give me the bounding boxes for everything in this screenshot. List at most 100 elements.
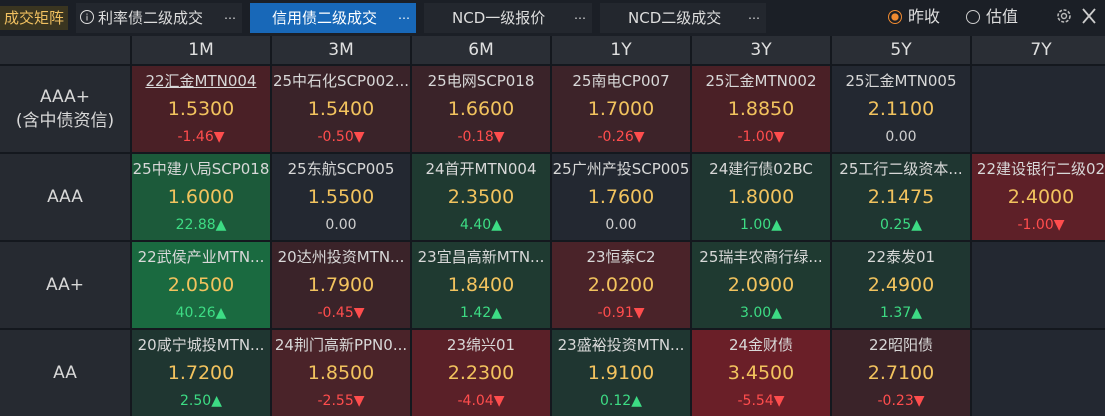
tab[interactable]: NCD二级成交 ⋯ bbox=[600, 3, 766, 33]
change: 1.37▲ bbox=[880, 305, 922, 321]
change: 0.12▲ bbox=[600, 393, 642, 409]
toolbar: 成交矩阵 利率债二级成交 ⋯ 信用债二级成交 ⋯ NCD一级报价 ⋯ NCD二级成交 ⋯ ¡ 昨收… bbox=[0, 0, 1105, 36]
bond-name-text[interactable]: 25东航SCP005 bbox=[287, 160, 395, 178]
tab[interactable]: NCD一级报价 ⋯ bbox=[424, 3, 592, 33]
quote-cell[interactable]: 25汇金MTN002 1.8850 -1.00▼ bbox=[692, 66, 830, 152]
bond-name-text[interactable]: 24荆门高新PPN0... bbox=[274, 336, 408, 354]
column-header[interactable]: 1Y bbox=[552, 36, 690, 64]
tab[interactable]: 利率债二级成交 ⋯ bbox=[76, 3, 242, 33]
window-controls[interactable] bbox=[1050, 4, 1105, 28]
change: -0.23▼ bbox=[877, 393, 925, 409]
tab[interactable]: 信用债二级成交 ⋯ bbox=[250, 3, 416, 33]
change: -0.50▼ bbox=[317, 129, 365, 145]
bond-name-text[interactable]: 25汇金MTN002 bbox=[705, 72, 817, 90]
quote-cell[interactable]: 23绵兴01 2.2300 -4.04▼ bbox=[412, 330, 550, 416]
bond-name: 25工行二级资本... bbox=[832, 158, 970, 180]
row-header: AAA bbox=[0, 154, 130, 240]
quote-cell[interactable]: 25中建八局SCP018 1.6000 22.88▲ bbox=[132, 154, 270, 240]
change: -0.91▼ bbox=[597, 305, 645, 321]
bond-name-text[interactable]: 25瑞丰农商行绿... bbox=[699, 248, 823, 266]
row-sublabel: (含中债资信) bbox=[15, 111, 115, 131]
bond-name-text[interactable]: 23恒泰C2 bbox=[586, 248, 656, 266]
bond-name-text[interactable]: 24金财债 bbox=[728, 336, 794, 354]
info-icon: ¡ bbox=[80, 10, 94, 24]
change: 3.00▲ bbox=[740, 305, 782, 321]
quote-cell[interactable]: 23宜昌高新MTN... 1.8400 1.42▲ bbox=[412, 242, 550, 328]
price: 1.8400 bbox=[447, 274, 515, 296]
bond-name-text[interactable]: 24首开MTN004 bbox=[425, 160, 537, 178]
more-icon[interactable]: ⋯ bbox=[398, 11, 410, 25]
tab-label: NCD一级报价 bbox=[452, 9, 546, 27]
column-header[interactable]: 1M bbox=[132, 36, 270, 64]
quote-cell[interactable]: 22汇金MTN004 1.5300 -1.46▼ bbox=[132, 66, 270, 152]
price: 1.5300 bbox=[167, 98, 235, 120]
more-icon[interactable]: ⋯ bbox=[224, 11, 236, 25]
price: 2.4900 bbox=[867, 274, 935, 296]
quote-cell[interactable]: 25中石化SCP002... 1.5400 -0.50▼ bbox=[272, 66, 410, 152]
quote-cell[interactable]: 24建行债02BC 1.8000 1.00▲ bbox=[692, 154, 830, 240]
bond-name-text[interactable]: 22建设银行二级02 bbox=[976, 160, 1105, 178]
bond-name-text[interactable]: 20达州投资MTN... bbox=[277, 248, 405, 266]
bond-name-text[interactable]: 25电网SCP018 bbox=[427, 72, 535, 90]
change: -1.46▼ bbox=[177, 129, 225, 145]
bond-name: 22建设银行二级02 bbox=[972, 158, 1105, 180]
header-corner bbox=[0, 36, 130, 64]
bond-name-text[interactable]: 25广州产投SCP005 bbox=[552, 160, 690, 178]
bond-name-text[interactable]: 23绵兴01 bbox=[446, 336, 516, 354]
quote-cell[interactable]: 22武侯产业MTN... 2.0500 40.26▲ bbox=[132, 242, 270, 328]
column-header[interactable]: 3M bbox=[272, 36, 410, 64]
bond-name-text[interactable]: 22泰发01 bbox=[866, 248, 936, 266]
bond-name: 24荆门高新PPN0... bbox=[272, 334, 410, 356]
price: 1.8500 bbox=[307, 362, 375, 384]
quote-cell[interactable]: 22建设银行二级02 2.4000 -1.00▼ bbox=[972, 154, 1105, 240]
quote-cell[interactable]: 22泰发01 2.4900 1.37▲ bbox=[832, 242, 970, 328]
price: 1.7000 bbox=[587, 98, 655, 120]
radio-option[interactable]: 估值 bbox=[964, 4, 1018, 30]
column-header[interactable]: 7Y bbox=[972, 36, 1105, 64]
quote-cell[interactable]: 24首开MTN004 2.3500 4.40▲ bbox=[412, 154, 550, 240]
price: 2.0200 bbox=[587, 274, 655, 296]
bond-name-text[interactable]: 22汇金MTN004 bbox=[145, 72, 257, 90]
quote-cell[interactable]: 22昭阳债 2.7100 -0.23▼ bbox=[832, 330, 970, 416]
quote-cell[interactable]: 24金财债 3.4500 -5.54▼ bbox=[692, 330, 830, 416]
quote-cell[interactable]: 25南电CP007 1.7000 -0.26▼ bbox=[552, 66, 690, 152]
quote-cell[interactable]: 20咸宁城投MTN... 1.7200 2.50▲ bbox=[132, 330, 270, 416]
quote-cell[interactable]: 25广州产投SCP005 1.7600 0.00 bbox=[552, 154, 690, 240]
bond-name-text[interactable]: 24建行债02BC bbox=[709, 160, 813, 178]
change: 1.00▲ bbox=[740, 217, 782, 233]
quote-cell[interactable]: 25东航SCP005 1.5500 0.00 bbox=[272, 154, 410, 240]
quote-cell[interactable]: 25汇金MTN005 2.1100 0.00 bbox=[832, 66, 970, 152]
bond-name-text[interactable]: 25汇金MTN005 bbox=[845, 72, 957, 90]
column-header[interactable]: 3Y bbox=[692, 36, 830, 64]
bond-name-text[interactable]: 25中建八局SCP018 bbox=[132, 160, 270, 178]
bond-name-text[interactable]: 22武侯产业MTN... bbox=[137, 248, 265, 266]
quote-cell[interactable]: 25工行二级资本... 2.1475 0.25▲ bbox=[832, 154, 970, 240]
quote-cell bbox=[972, 66, 1105, 152]
quote-cell[interactable]: 20达州投资MTN... 1.7900 -0.45▼ bbox=[272, 242, 410, 328]
bond-name-text[interactable]: 20咸宁城投MTN... bbox=[137, 336, 265, 354]
price: 2.7100 bbox=[867, 362, 935, 384]
bond-name-text[interactable]: 25工行二级资本... bbox=[839, 160, 963, 178]
column-header[interactable]: 5Y bbox=[832, 36, 970, 64]
price: 2.1100 bbox=[867, 98, 935, 120]
bond-name-text[interactable]: 25南电CP007 bbox=[572, 72, 670, 90]
bond-name-text[interactable]: 23盛裕投资MTN... bbox=[557, 336, 685, 354]
quote-cell[interactable]: 23盛裕投资MTN... 1.9100 0.12▲ bbox=[552, 330, 690, 416]
bond-name-text[interactable]: 25中石化SCP002... bbox=[272, 72, 410, 90]
column-header[interactable]: 6M bbox=[412, 36, 550, 64]
quote-cell[interactable]: 23恒泰C2 2.0200 -0.91▼ bbox=[552, 242, 690, 328]
row-header: AA+ bbox=[0, 242, 130, 328]
bond-name: 23宜昌高新MTN... bbox=[412, 246, 550, 268]
change: 40.26▲ bbox=[175, 305, 227, 321]
bond-name-text[interactable]: 22昭阳债 bbox=[868, 336, 934, 354]
more-icon[interactable]: ⋯ bbox=[748, 11, 760, 25]
quote-cell[interactable]: 24荆门高新PPN0... 1.8500 -2.55▼ bbox=[272, 330, 410, 416]
bond-name: 25汇金MTN002 bbox=[692, 70, 830, 92]
radio-option[interactable]: 昨收 bbox=[886, 4, 940, 30]
bond-name-text[interactable]: 23宜昌高新MTN... bbox=[417, 248, 545, 266]
bond-name: 23绵兴01 bbox=[412, 334, 550, 356]
more-icon[interactable]: ⋯ bbox=[574, 11, 586, 25]
quote-cell[interactable]: 25电网SCP018 1.6600 -0.18▼ bbox=[412, 66, 550, 152]
quote-cell[interactable]: 25瑞丰农商行绿... 2.0900 3.00▲ bbox=[692, 242, 830, 328]
